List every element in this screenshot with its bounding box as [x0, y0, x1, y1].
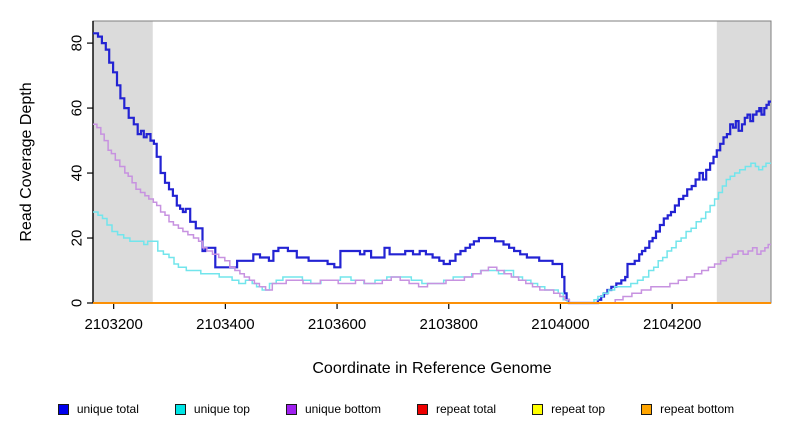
- y-tick-label: 0: [69, 299, 86, 307]
- legend-label-unique-total: unique total: [76, 402, 139, 416]
- legend-swatch-unique-top-icon: [174, 403, 186, 415]
- legend-label-unique-bottom: unique bottom: [304, 402, 382, 416]
- legend-swatch-repeat-total-icon: [417, 403, 429, 415]
- legend-swatch-unique-bottom-icon: [285, 403, 297, 415]
- y-tick-label: 40: [69, 165, 86, 182]
- shaded-region: [716, 21, 771, 303]
- legend-item-repeat-top: repeat top: [532, 402, 605, 416]
- x-tick-label: 2103400: [196, 316, 254, 333]
- legend-label-repeat-top: repeat top: [551, 402, 606, 416]
- legend-label-repeat-total: repeat total: [436, 402, 497, 416]
- legend-item-unique-bottom: unique bottom: [285, 402, 382, 416]
- legend-swatch-repeat-bottom-icon: [641, 403, 653, 415]
- plot-box: [92, 20, 772, 304]
- legend-swatch-repeat-top-icon: [532, 403, 544, 415]
- legend-item-unique-top: unique top: [174, 402, 250, 416]
- legend-label-repeat-bottom: repeat bottom: [660, 402, 735, 416]
- x-tick-label: 2103800: [420, 316, 478, 333]
- series-line-unique-top: [93, 162, 771, 304]
- y-tick-label: 20: [69, 230, 86, 247]
- shaded-region: [93, 21, 153, 303]
- legend-swatch-unique-total-icon: [57, 403, 69, 415]
- legend-item-repeat-total: repeat total: [417, 402, 496, 416]
- y-tick-label: 60: [69, 100, 86, 117]
- y-axis-title: Read Coverage Depth: [18, 82, 35, 242]
- x-tick-label: 2103200: [84, 316, 142, 333]
- legend-label-unique-top: unique top: [193, 402, 250, 416]
- legend-item-repeat-bottom: repeat bottom: [641, 402, 734, 416]
- legend-item-unique-total: unique total: [57, 402, 139, 416]
- series-line-unique-total: [93, 32, 771, 305]
- x-tick-label: 2104200: [643, 316, 701, 333]
- legend: unique total unique top unique bottom re…: [0, 395, 792, 423]
- x-axis-title: Coordinate in Reference Genome: [312, 360, 552, 377]
- x-tick-label: 2104000: [531, 316, 589, 333]
- y-tick-label: 80: [69, 35, 86, 52]
- x-tick-label: 2103600: [308, 316, 366, 333]
- series-line-unique-bottom: [93, 123, 771, 304]
